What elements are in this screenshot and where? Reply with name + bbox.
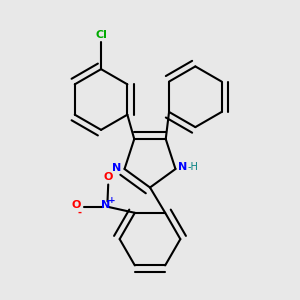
Text: N: N [112,163,121,173]
Text: -H: -H [187,162,198,172]
Text: N: N [101,200,110,210]
Text: Cl: Cl [95,30,107,40]
Text: N: N [178,162,187,172]
Text: -: - [77,208,82,218]
Text: O: O [72,200,81,210]
Text: +: + [108,196,116,205]
Text: O: O [103,172,113,182]
